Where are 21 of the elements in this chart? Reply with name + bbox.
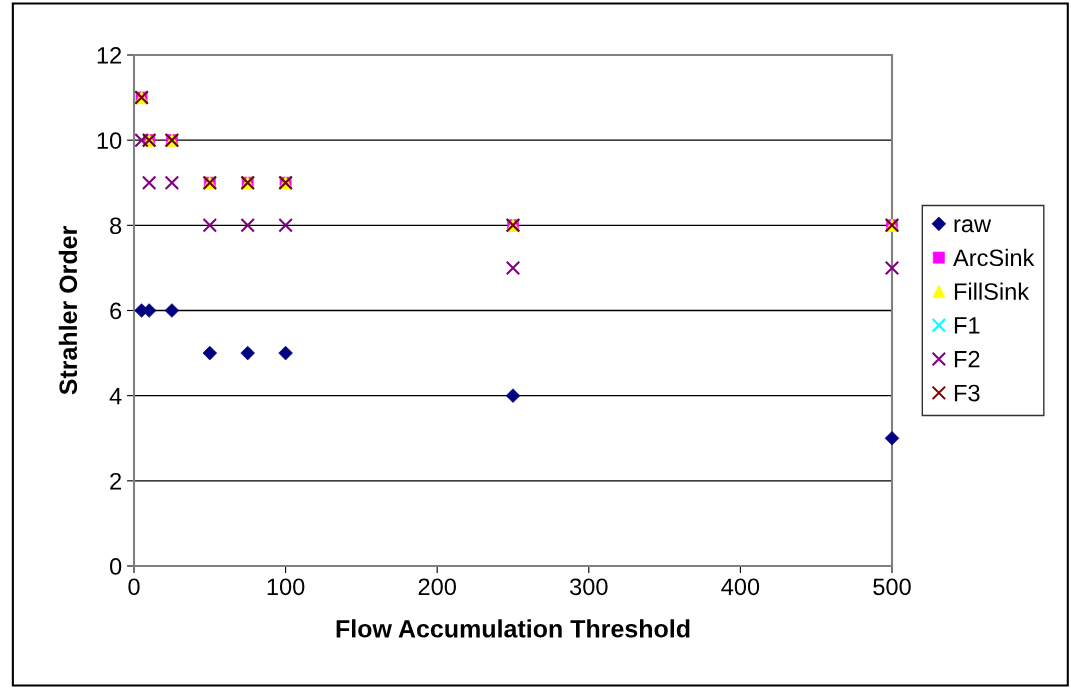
y-tick-label: 8: [110, 217, 122, 235]
legend-label: F1: [954, 317, 980, 334]
y-tick-label: 0: [109, 558, 122, 575]
x-tick-label: 300: [570, 578, 608, 596]
x-tick-label: 200: [418, 578, 456, 596]
legend-label: raw: [954, 219, 992, 233]
x-tick-label: 400: [721, 578, 760, 596]
legend-label: ArcSink: [953, 248, 1035, 267]
legend-label: FillSink: [954, 282, 1030, 300]
y-tick-label: 12: [97, 47, 122, 64]
x-tick-label: 500: [873, 578, 911, 596]
y-tick-label: 2: [110, 472, 122, 490]
y-tick-label: 4: [109, 387, 122, 405]
y-axis-title: Strahler Order: [58, 226, 78, 395]
y-tick-label: 10: [97, 132, 122, 149]
x-axis-title: Flow Accumulation Threshold: [336, 619, 690, 638]
x-tick-label: 0: [128, 578, 140, 596]
legend-label: F2: [954, 350, 980, 368]
x-tick-label: 100: [267, 578, 305, 596]
legend-label: F3: [954, 384, 980, 402]
y-tick-label: 6: [110, 302, 122, 320]
